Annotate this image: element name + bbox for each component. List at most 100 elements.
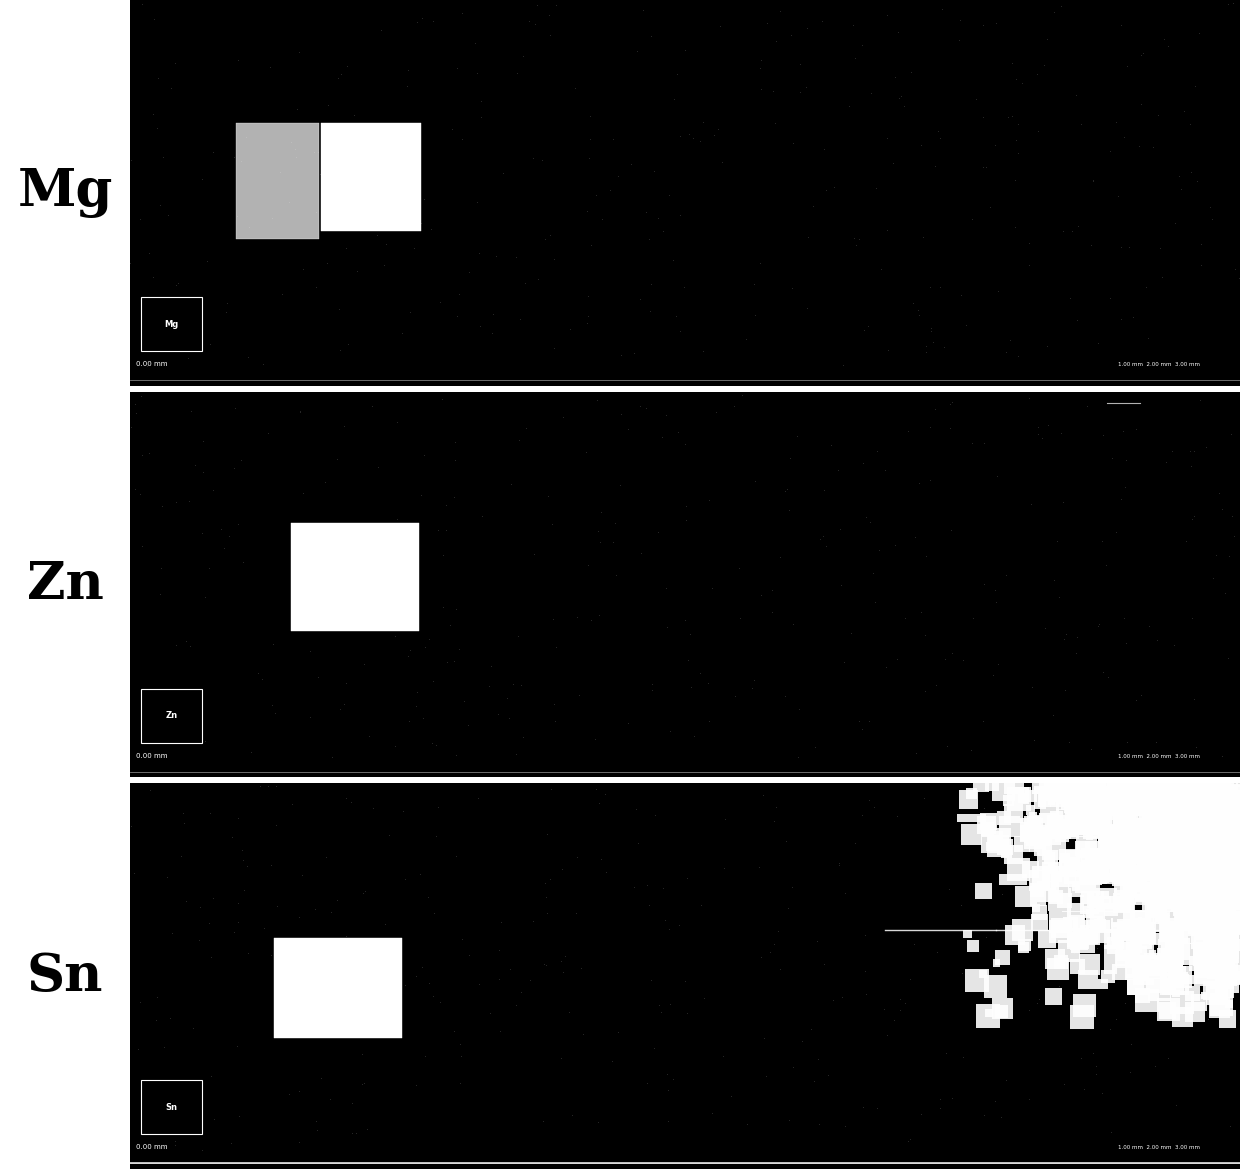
Point xyxy=(1184,881,1204,900)
Point xyxy=(1211,901,1231,920)
Point xyxy=(1030,871,1050,890)
Point xyxy=(444,652,464,671)
Point xyxy=(1076,797,1096,816)
Point xyxy=(1157,926,1177,945)
Point xyxy=(1209,793,1229,811)
Point xyxy=(841,624,861,643)
Point xyxy=(139,682,159,700)
Point xyxy=(1209,957,1229,976)
Point xyxy=(1037,929,1056,948)
Point xyxy=(1184,817,1204,836)
Point xyxy=(780,449,800,468)
Point xyxy=(1081,235,1101,254)
Point xyxy=(782,1058,802,1077)
Point xyxy=(1048,841,1068,859)
Point xyxy=(238,347,258,366)
Point xyxy=(1017,804,1037,823)
Point xyxy=(1211,819,1231,838)
Point xyxy=(174,690,193,708)
Point xyxy=(986,593,1006,611)
Point xyxy=(1158,841,1178,859)
Point xyxy=(1190,805,1210,824)
Point xyxy=(1080,955,1100,974)
Point xyxy=(770,548,790,567)
Point xyxy=(166,1132,186,1150)
Point xyxy=(1153,826,1173,845)
Point xyxy=(1045,887,1065,906)
Point xyxy=(248,663,268,682)
Point xyxy=(1105,936,1125,955)
Point xyxy=(1161,874,1180,893)
Point xyxy=(854,320,874,339)
Point xyxy=(1180,851,1200,870)
Point xyxy=(711,18,730,36)
Point xyxy=(940,419,960,437)
Point xyxy=(1230,774,1240,793)
Point xyxy=(336,673,356,692)
Point xyxy=(1106,825,1126,844)
Point xyxy=(270,164,290,182)
Point xyxy=(1117,942,1137,961)
Point xyxy=(816,180,836,199)
Point xyxy=(537,824,557,843)
Point xyxy=(675,435,694,454)
Point xyxy=(156,869,176,887)
Point xyxy=(887,807,906,825)
Point xyxy=(655,911,675,929)
Point xyxy=(1032,881,1052,900)
Point xyxy=(1151,871,1171,890)
Point xyxy=(1053,825,1073,844)
Point xyxy=(590,850,610,869)
Point xyxy=(1024,812,1044,831)
Point xyxy=(1194,849,1214,867)
Point xyxy=(1158,1049,1178,1067)
Point xyxy=(1140,826,1159,845)
Point xyxy=(1114,777,1133,796)
Point xyxy=(952,1047,972,1066)
Point xyxy=(1145,808,1164,826)
Point xyxy=(1059,942,1079,961)
Point xyxy=(1192,786,1211,804)
Point xyxy=(1125,936,1145,955)
Point xyxy=(1216,906,1236,925)
Point xyxy=(1159,776,1179,795)
Point xyxy=(1187,811,1207,830)
Point xyxy=(1195,901,1215,920)
Point xyxy=(577,443,596,462)
Point xyxy=(899,422,919,441)
Point xyxy=(342,1123,362,1142)
Point xyxy=(151,559,171,577)
Point xyxy=(1190,803,1210,822)
Point xyxy=(1169,907,1189,926)
Point xyxy=(1203,934,1223,953)
Point xyxy=(1127,946,1147,964)
Point xyxy=(972,15,992,34)
Point xyxy=(1147,823,1167,842)
Point xyxy=(552,859,572,878)
Point xyxy=(383,524,403,542)
Point xyxy=(315,472,335,491)
Point xyxy=(578,286,598,305)
Point xyxy=(1027,64,1047,83)
Point xyxy=(1084,911,1104,929)
Point xyxy=(1224,795,1240,814)
Point xyxy=(1218,832,1238,851)
Point xyxy=(1197,957,1216,976)
Point xyxy=(1171,884,1190,902)
Point xyxy=(942,393,962,411)
Point xyxy=(856,961,875,980)
Point xyxy=(1116,634,1136,652)
Point xyxy=(1218,649,1238,667)
Point xyxy=(848,230,868,249)
Point xyxy=(751,586,771,604)
Point xyxy=(846,49,866,68)
Point xyxy=(511,310,531,328)
Point xyxy=(930,1099,950,1118)
Bar xyxy=(1142,886,1184,891)
Point xyxy=(1225,871,1240,890)
Point xyxy=(253,670,273,689)
Point xyxy=(1052,922,1071,941)
Point xyxy=(1178,871,1198,890)
Point xyxy=(1116,451,1136,470)
Point xyxy=(181,402,201,421)
